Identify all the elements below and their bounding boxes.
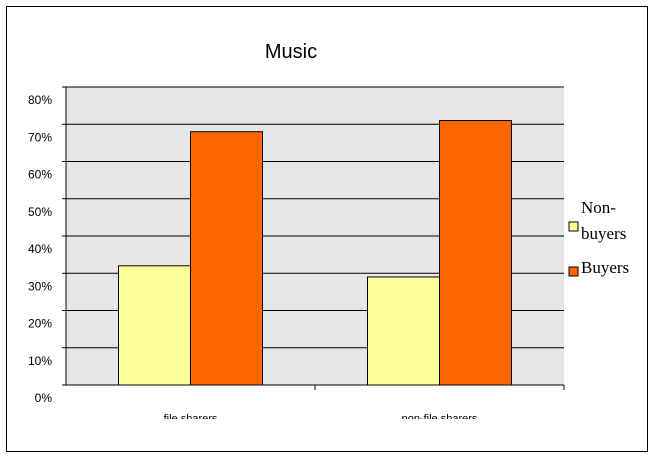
- chart-title: Music: [265, 41, 317, 63]
- legend-swatch: [568, 221, 579, 232]
- y-tick-label: 80%: [28, 93, 52, 107]
- bar: [190, 131, 263, 386]
- y-tick-label: 30%: [28, 279, 52, 293]
- y-tick-label: 10%: [28, 354, 52, 368]
- plot-area: 0% 10% 20% 30% 40% 50% 60% 70% 80% file sharers no…: [28, 86, 565, 425]
- y-tick-label: 50%: [28, 205, 52, 219]
- y-tick-label: 60%: [28, 168, 52, 182]
- y-tick-label: 0%: [35, 391, 53, 405]
- legend-label: Non-buyers: [581, 198, 626, 243]
- bar: [367, 276, 440, 386]
- y-tick-label: 70%: [28, 130, 52, 144]
- legend-label: Buyers: [581, 258, 629, 277]
- legend: Non-buyers Buyers: [568, 198, 629, 277]
- bar: [439, 120, 512, 386]
- legend-swatch: [568, 266, 579, 277]
- x-tick-label: file sharers: [164, 413, 218, 425]
- y-tick-label: 40%: [28, 242, 52, 256]
- x-tick-label: non-file sharers: [402, 413, 478, 425]
- bar: [118, 265, 191, 386]
- y-tick-label: 20%: [28, 317, 52, 331]
